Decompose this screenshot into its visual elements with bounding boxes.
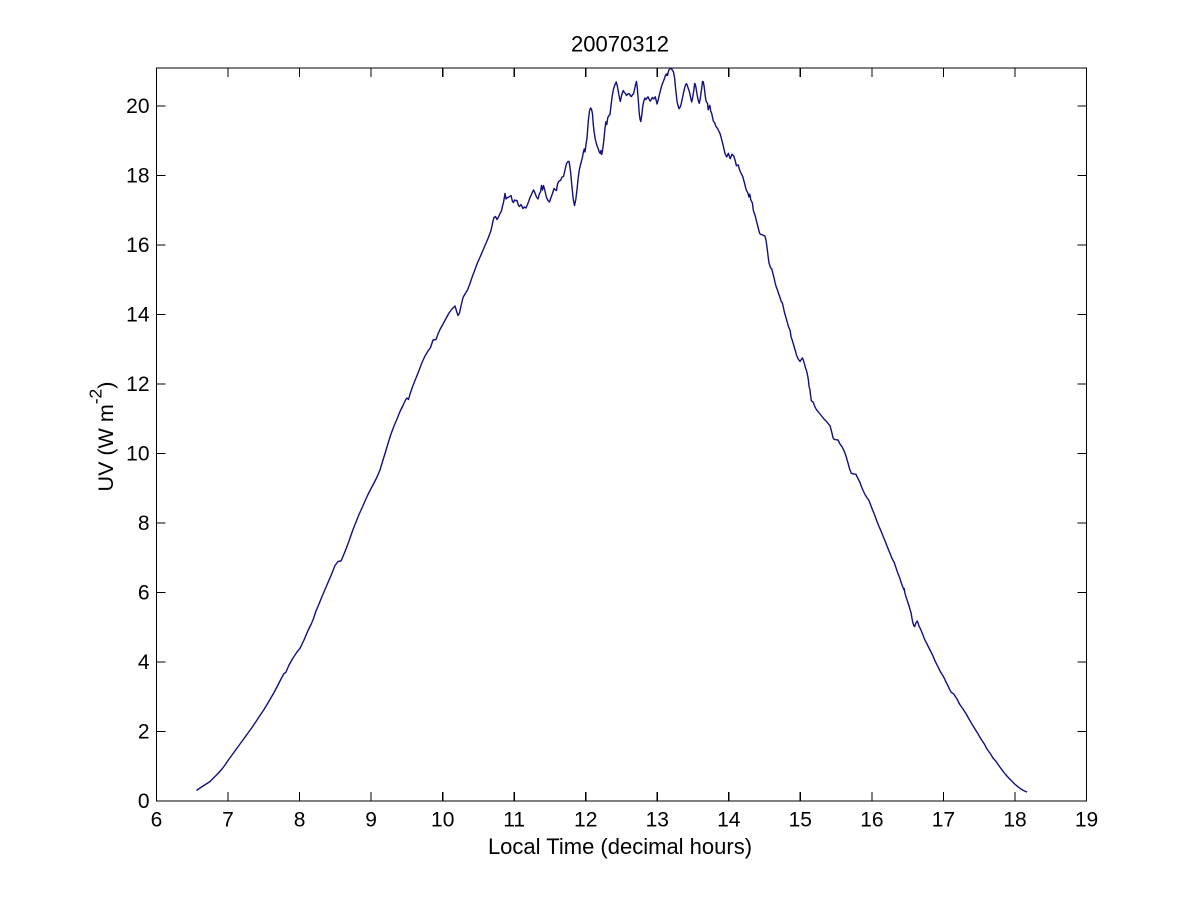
- svg-text:6: 6: [151, 808, 163, 831]
- svg-text:14: 14: [717, 808, 741, 831]
- svg-text:16: 16: [860, 808, 883, 831]
- svg-text:20070312: 20070312: [571, 32, 669, 57]
- svg-text:16: 16: [126, 234, 149, 257]
- svg-text:14: 14: [126, 304, 150, 327]
- svg-text:6: 6: [138, 582, 150, 605]
- svg-text:19: 19: [1075, 808, 1098, 831]
- svg-text:7: 7: [222, 808, 234, 831]
- svg-text:12: 12: [574, 808, 597, 831]
- svg-text:10: 10: [126, 443, 149, 466]
- svg-text:20: 20: [126, 95, 149, 118]
- svg-text:18: 18: [126, 165, 149, 188]
- svg-text:8: 8: [138, 512, 150, 535]
- svg-text:15: 15: [789, 808, 812, 831]
- svg-text:9: 9: [365, 808, 377, 831]
- svg-text:Local Time (decimal hours): Local Time (decimal hours): [488, 834, 752, 859]
- svg-text:17: 17: [932, 808, 955, 831]
- svg-text:11: 11: [503, 808, 525, 831]
- svg-text:2: 2: [138, 721, 150, 744]
- svg-text:18: 18: [1003, 808, 1026, 831]
- svg-text:10: 10: [431, 808, 454, 831]
- svg-text:12: 12: [126, 373, 149, 396]
- svg-text:0: 0: [138, 790, 150, 813]
- svg-text:13: 13: [646, 808, 669, 831]
- svg-text:4: 4: [138, 651, 150, 674]
- svg-text:8: 8: [294, 808, 306, 831]
